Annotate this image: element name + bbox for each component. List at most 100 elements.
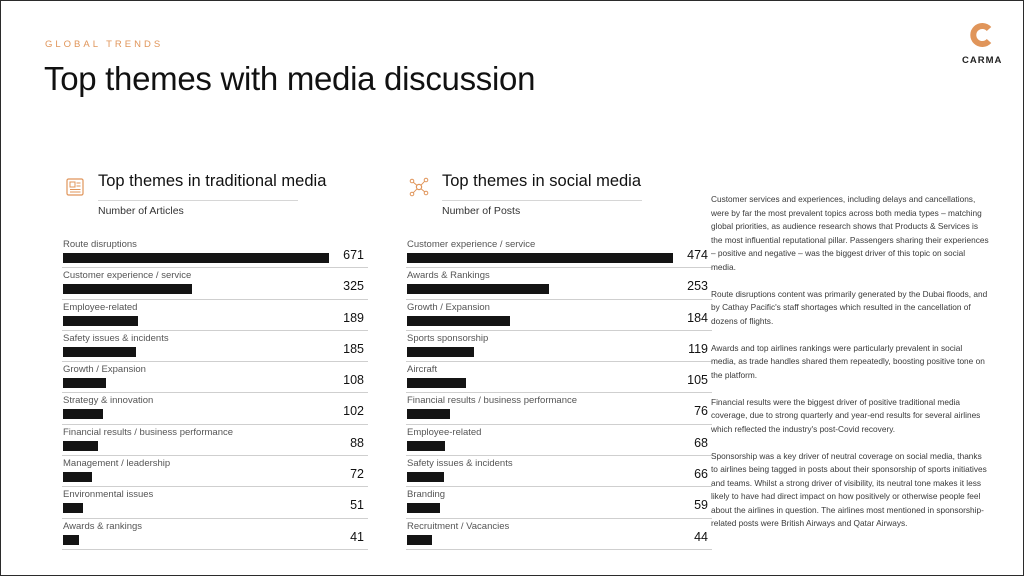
bar (63, 346, 137, 357)
category-label: Awards & Rankings (407, 270, 490, 282)
page-title: Top themes with media discussion (44, 60, 536, 97)
category-label: Safety issues & incidents (407, 458, 513, 470)
bar-rows: Customer experience / service 474 Awards &… (406, 237, 712, 550)
category-label: Branding (407, 489, 446, 501)
carma-logo-icon (970, 23, 992, 47)
category-label: Safety issues & incidents (63, 332, 169, 344)
bar-row: Growth / Expansion 108 (62, 362, 368, 394)
category-label: Growth / Expansion (407, 301, 490, 313)
value-label: 671 (343, 248, 364, 262)
value-label: 102 (343, 404, 364, 419)
value-label: 59 (694, 498, 708, 513)
value-label: 253 (687, 279, 708, 294)
category-label: Employee-related (63, 301, 138, 313)
value-label: 51 (350, 498, 364, 513)
bar-row: Aircraft 105 (406, 362, 712, 394)
title-divider (442, 200, 642, 201)
bar (407, 472, 445, 483)
bar-row: Sports sponsorship 119 (406, 331, 712, 363)
bar-row: Strategy & innovation 102 (62, 393, 368, 425)
bar-row: Customer experience / service 325 (62, 268, 368, 300)
value-label: 119 (688, 341, 708, 356)
bar (63, 378, 106, 389)
bar (63, 534, 80, 545)
bar-row: Branding 59 (406, 487, 712, 519)
bar (407, 534, 432, 545)
value-label: 66 (694, 467, 708, 482)
social-media-panel: Top themes in social media Number of Pos… (406, 170, 712, 550)
bar (407, 346, 474, 357)
chart-title: Top themes in social media (442, 172, 642, 190)
bar-row: Safety issues & incidents 66 (406, 456, 712, 488)
bar (407, 409, 450, 420)
section-eyebrow: GLOBAL TRENDS (45, 39, 164, 50)
commentary-paragraph: Customer services and experiences, inclu… (711, 194, 989, 272)
category-label: Aircraft (407, 364, 438, 376)
category-label: Customer experience / service (63, 270, 192, 282)
commentary-paragraph: Financial results were the biggest drive… (711, 396, 981, 434)
bar-row: Customer experience / service 474 (406, 237, 712, 269)
carma-logo: CARMA (962, 22, 1002, 66)
bar-row: Financial results / business performance… (62, 425, 368, 457)
bar-row: Employee-related 68 (406, 425, 712, 457)
category-label: Financial results / business performance (407, 395, 578, 407)
category-label: Management / leadership (63, 458, 171, 470)
category-label: Growth / Expansion (63, 364, 146, 376)
bar-row: Recruitment / Vacancies 44 (406, 519, 712, 550)
value-label: 41 (350, 529, 364, 544)
bar-rows: Route disruptions 671 Customer experience … (62, 237, 368, 550)
bar (63, 409, 104, 420)
value-label: 325 (343, 279, 364, 294)
value-label: 474 (687, 248, 708, 262)
commentary-paragraph: Awards and top airlines rankings were pa… (711, 342, 985, 380)
title-divider (98, 200, 298, 201)
value-label: 68 (694, 435, 708, 450)
bar (407, 378, 466, 389)
panel-header: Top themes in social media Number of Pos… (406, 170, 712, 230)
value-label: 72 (350, 467, 364, 482)
value-label: 76 (694, 404, 708, 419)
bar-row: Safety issues & incidents 185 (62, 331, 368, 363)
value-label: 88 (350, 435, 364, 450)
bar (407, 440, 446, 451)
value-label: 108 (343, 373, 364, 388)
bar (63, 315, 138, 326)
bar-row: Financial results / business performance… (406, 393, 712, 425)
chart-subtitle: Number of Articles (98, 205, 184, 217)
newspaper-icon (66, 178, 84, 196)
bar-row: Awards & rankings 41 (62, 519, 368, 550)
category-label: Financial results / business performance (63, 426, 234, 438)
network-icon (409, 177, 429, 197)
logo-text: CARMA (962, 55, 1003, 66)
commentary-paragraph: Route disruptions content was primarily … (711, 288, 988, 326)
value-label: 189 (343, 310, 364, 325)
bar-row: Environmental issues 51 (62, 487, 368, 519)
commentary-paragraph: Sponsorship was a key driver of neutral … (711, 450, 987, 529)
category-label: Route disruptions (63, 239, 137, 250)
bar-row: Management / leadership 72 (62, 456, 368, 488)
bar (407, 503, 441, 514)
chart-title: Top themes in traditional media (98, 172, 327, 190)
category-label: Customer experience / service (407, 239, 536, 250)
bar-row: Growth / Expansion 184 (406, 300, 712, 331)
chart-subtitle: Number of Posts (442, 205, 521, 217)
commentary-text: Customer services and experiences, inclu… (711, 193, 989, 544)
value-label: 184 (687, 310, 708, 325)
category-label: Sports sponsorship (407, 332, 489, 344)
bar (63, 472, 92, 483)
category-label: Strategy & innovation (63, 395, 154, 407)
panel-header: Top themes in traditional media Number o… (62, 170, 368, 230)
value-label: 185 (343, 341, 364, 356)
traditional-media-panel: Top themes in traditional media Number o… (62, 170, 368, 550)
bar (407, 253, 673, 263)
bar-row: Awards & Rankings 253 (406, 268, 712, 300)
bar (63, 284, 192, 295)
category-label: Environmental issues (63, 489, 154, 501)
category-label: Recruitment / Vacancies (407, 520, 510, 532)
bar (407, 284, 549, 295)
bar-row: Route disruptions 671 (62, 237, 368, 269)
bar (63, 440, 98, 451)
value-label: 105 (687, 373, 708, 388)
category-label: Employee-related (407, 426, 482, 438)
bar (407, 315, 511, 326)
